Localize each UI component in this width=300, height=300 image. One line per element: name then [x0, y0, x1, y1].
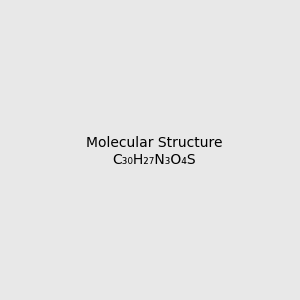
- Text: Molecular Structure
C₃₀H₂₇N₃O₄S: Molecular Structure C₃₀H₂₇N₃O₄S: [85, 136, 222, 166]
